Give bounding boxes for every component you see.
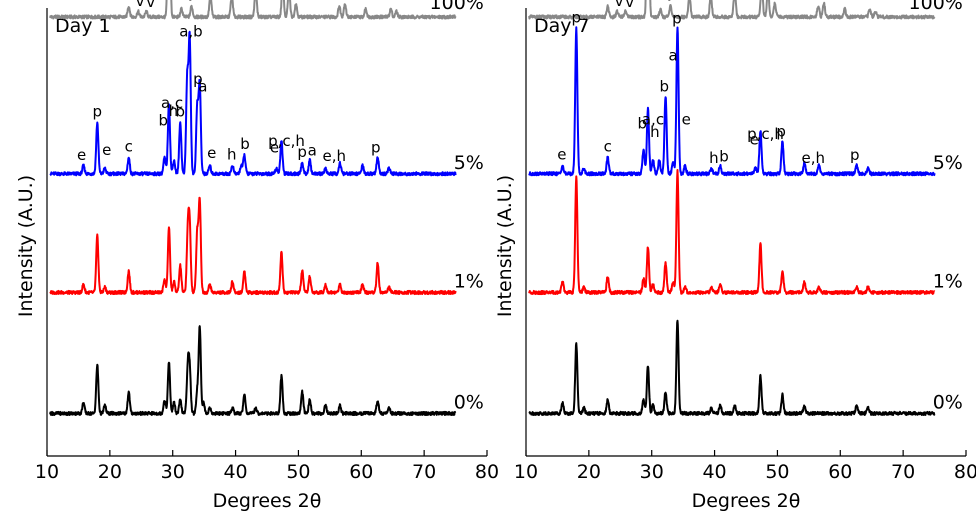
series-1-line bbox=[49, 196, 457, 296]
peak-label: e bbox=[102, 141, 111, 159]
peak-label: h bbox=[169, 102, 179, 120]
peak-label: v bbox=[772, 0, 781, 2]
peak-label: p bbox=[93, 103, 103, 121]
peak-label: e bbox=[682, 110, 691, 128]
peak-label: e,h bbox=[801, 149, 825, 167]
peak-label: c bbox=[125, 138, 133, 156]
y-axis-title: Intensity (A.U.) bbox=[15, 175, 37, 317]
peak-label: p,c,h bbox=[268, 132, 305, 150]
series-0-line bbox=[528, 319, 936, 417]
peak-label: p,c,h bbox=[747, 125, 784, 143]
peak-label: c bbox=[819, 0, 827, 2]
x-tick-label: 30 bbox=[161, 461, 185, 483]
peak-label: e bbox=[270, 138, 279, 156]
x-tick-label: 20 bbox=[577, 461, 601, 483]
peak-label: a,b bbox=[179, 23, 202, 41]
series-name-label: 5% bbox=[454, 152, 484, 174]
series-name-label: 1% bbox=[933, 270, 963, 292]
x-tick-label: 40 bbox=[702, 461, 726, 483]
series-biomineral-100-line bbox=[49, 0, 457, 20]
x-tick-label: 70 bbox=[412, 461, 436, 483]
x-tick-label: 50 bbox=[286, 461, 310, 483]
peak-label: c bbox=[604, 138, 612, 156]
peak-label: e bbox=[77, 146, 86, 164]
x-tick-label: 70 bbox=[891, 461, 915, 483]
panel-day-7: 10 20 30 40 50 60 70 80 Degrees 2θ Intensity (A.U… bbox=[494, 0, 976, 512]
peak-label: h bbox=[650, 123, 660, 141]
peak-label: b bbox=[719, 147, 729, 165]
peak-label: v bbox=[625, 0, 634, 11]
peak-label: p bbox=[371, 139, 381, 157]
x-axis-title: Degrees 2θ bbox=[213, 490, 322, 512]
peak-label: b bbox=[638, 115, 648, 133]
peak-label: c bbox=[125, 0, 133, 4]
peak-label: b bbox=[175, 103, 185, 121]
peak-label: v bbox=[186, 0, 195, 4]
peak-label: c bbox=[340, 0, 348, 2]
x-tick-label: 60 bbox=[828, 461, 852, 483]
x-tick-label: 50 bbox=[765, 461, 789, 483]
peak-label: v bbox=[665, 0, 674, 4]
peak-label: h bbox=[227, 146, 237, 164]
peak-label: a bbox=[668, 46, 677, 64]
y-axis-title: Intensity (A.U.) bbox=[494, 175, 516, 317]
x-axis-title: Degrees 2θ bbox=[692, 490, 801, 512]
series-percent-label: 100% bbox=[909, 0, 963, 14]
peak-label: b bbox=[240, 135, 250, 153]
peak-label: e bbox=[557, 146, 566, 164]
x-tick-label: 80 bbox=[954, 461, 976, 483]
peak-label: b bbox=[660, 78, 670, 96]
peak-label: e bbox=[750, 131, 759, 149]
series-5-line bbox=[49, 30, 457, 177]
x-tick-label: 10 bbox=[35, 461, 59, 483]
peak-label: p bbox=[672, 10, 682, 28]
x-tick-label: 30 bbox=[640, 461, 664, 483]
peak-label: e,h bbox=[322, 147, 346, 165]
x-tick-label: 20 bbox=[98, 461, 122, 483]
peak-label: a bbox=[198, 78, 207, 96]
panel-day-1: 10 20 30 40 50 60 70 80 Degrees 2θ Intensity (A.U… bbox=[15, 0, 499, 512]
peak-label: v bbox=[615, 0, 624, 10]
series-5-line bbox=[528, 26, 936, 177]
peak-label: a bbox=[308, 142, 317, 160]
peak-label: v bbox=[136, 0, 145, 10]
x-tick-label: 80 bbox=[475, 461, 499, 483]
peak-label: p bbox=[297, 143, 307, 161]
x-tick-label: 10 bbox=[514, 461, 538, 483]
peak-label: v bbox=[146, 0, 155, 11]
peak-label: p bbox=[193, 70, 203, 88]
series-name-label: 0% bbox=[933, 391, 963, 413]
peak-label: b bbox=[159, 111, 169, 129]
peak-label: a,c bbox=[161, 94, 183, 112]
peak-label: p bbox=[572, 9, 582, 27]
series-name-label: 0% bbox=[454, 391, 484, 413]
peak-label: p bbox=[850, 146, 860, 164]
peak-label: h bbox=[709, 149, 719, 167]
peak-label: v bbox=[293, 0, 302, 2]
series-percent-label: 100% bbox=[430, 0, 484, 14]
panel-title: Day 1 bbox=[55, 15, 111, 37]
series-0-line bbox=[49, 325, 457, 417]
peak-label: c bbox=[604, 0, 612, 4]
peak-label: a,c bbox=[642, 110, 664, 128]
series-name-label: 1% bbox=[454, 270, 484, 292]
series-name-label: 5% bbox=[933, 152, 963, 174]
peak-label: e bbox=[207, 144, 216, 162]
series-biomineral-100-line bbox=[528, 0, 936, 20]
x-tick-label: 40 bbox=[223, 461, 247, 483]
peak-label: p bbox=[776, 122, 786, 140]
series-1-line bbox=[528, 169, 936, 296]
x-tick-label: 60 bbox=[349, 461, 373, 483]
